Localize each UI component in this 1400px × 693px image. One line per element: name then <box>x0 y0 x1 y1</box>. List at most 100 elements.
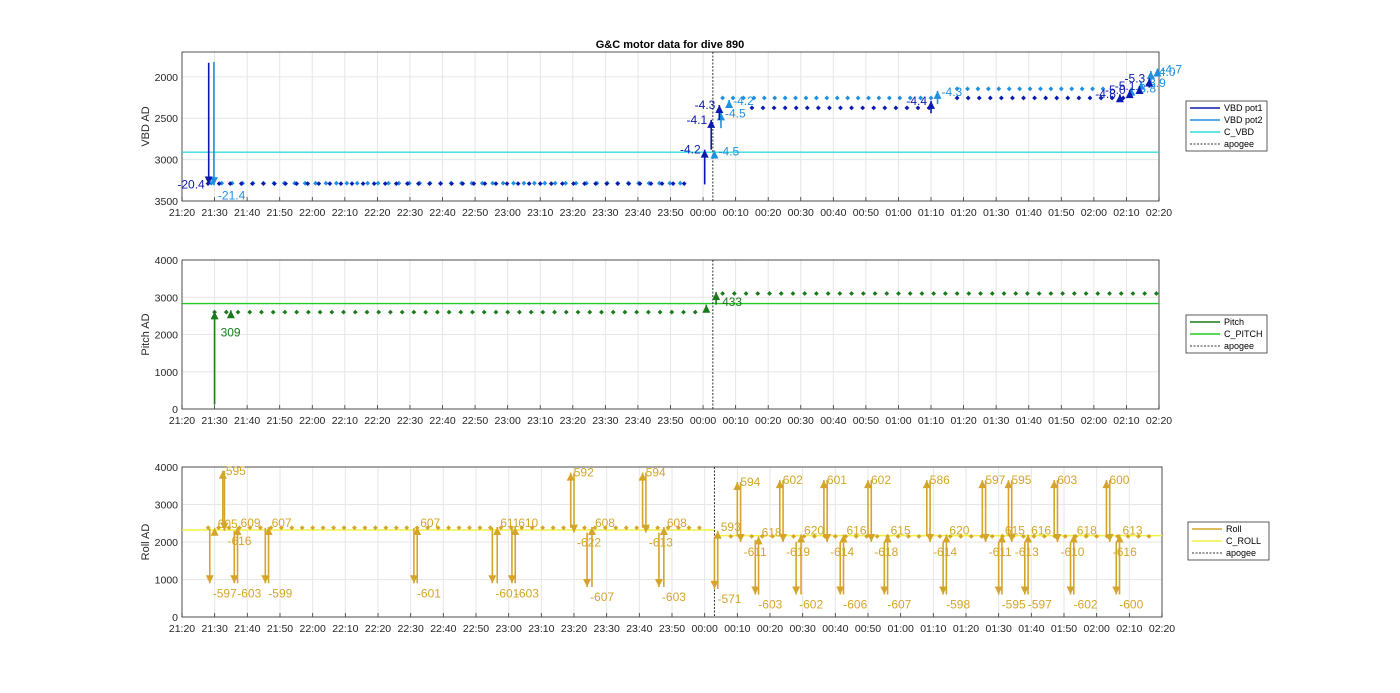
x-tick-label: 02:00 <box>1084 623 1110 635</box>
vbd-pot1-move-head <box>707 119 716 128</box>
x-tick-label: 22:00 <box>299 207 325 219</box>
vbd-pot2-point <box>365 180 371 186</box>
roll-point <box>634 525 640 531</box>
vbd-pot2-move-label: -4.5 <box>725 106 746 120</box>
roll-move-label: 616 <box>1031 524 1051 538</box>
x-tick-label: 21:20 <box>169 623 195 635</box>
roll-move-head <box>710 580 719 589</box>
roll-move-label: 592 <box>574 466 594 480</box>
vbd-pot1-point <box>261 181 266 187</box>
vbd-pot1-point <box>1021 95 1026 101</box>
vbd-pot1-move-head <box>715 104 724 113</box>
x-tick-label: 22:40 <box>429 415 455 427</box>
x-tick-label: 00:20 <box>757 623 783 635</box>
pitch-move-head <box>210 311 219 320</box>
y-axis-label: Roll AD <box>140 524 152 561</box>
vbd-pot1-point <box>305 181 311 187</box>
y-tick-label: 0 <box>172 612 178 624</box>
roll-move-head <box>1050 480 1059 489</box>
x-tick-label: 21:40 <box>234 415 260 427</box>
vbd-pot1-point <box>493 181 499 187</box>
x-tick-label: 00:20 <box>755 415 781 427</box>
roll-move-head <box>754 536 763 545</box>
vbd-pot2-point <box>563 180 569 186</box>
pitch-move-head <box>702 304 711 313</box>
roll-move-head <box>1105 534 1114 542</box>
vbd-pot1-point <box>327 181 333 187</box>
roll-move-head <box>511 527 520 535</box>
roll-move-head <box>883 534 892 543</box>
x-tick-label: 22:20 <box>364 415 390 427</box>
roll-point <box>895 533 901 539</box>
x-tick-label: 00:40 <box>820 207 846 219</box>
vbd-pot1-point <box>404 181 410 187</box>
x-tick-label: 01:50 <box>1048 415 1074 427</box>
roll-move-label: -603 <box>237 586 261 600</box>
roll-move-label: 601 <box>827 473 847 487</box>
roll-point <box>874 533 880 539</box>
vbd-pot2-move-label: -4.3 <box>942 85 963 99</box>
vbd-pot2-point <box>323 180 329 186</box>
vbd-pot2-move-label: -4.7 <box>1161 63 1182 77</box>
roll-move-head <box>1069 534 1078 543</box>
vbd-pot2-point <box>333 180 339 186</box>
roll-panel: 21:20 21:30 21:40 21:50 22:00 22:10 22:20 22:30… <box>140 462 1270 635</box>
roll-point <box>989 533 995 539</box>
x-tick-label: 22:00 <box>300 623 326 635</box>
roll-move-head <box>819 480 828 489</box>
roll-point <box>812 533 817 539</box>
vbd-pot1-move-head <box>700 149 709 158</box>
y-tick-label: 3000 <box>155 292 179 304</box>
legend-entry: Roll <box>1226 524 1242 534</box>
x-tick-label: 02:20 <box>1149 623 1175 635</box>
roll-move-label: 607 <box>420 516 440 530</box>
vbd-pot1-point <box>482 181 488 187</box>
roll-move-label: -610 <box>1060 545 1084 559</box>
vbd-pot1-move-label: -4.8 <box>1095 87 1116 101</box>
roll-move-label: -600 <box>1119 598 1143 612</box>
legend-entry: VBD pot1 <box>1224 103 1263 113</box>
vbd-pot1-point <box>626 181 632 187</box>
x-tick-label: 21:30 <box>201 415 227 427</box>
vbd-pot1-point <box>216 181 222 187</box>
roll-move-head <box>713 530 722 539</box>
x-tick-label: 02:00 <box>1081 415 1107 427</box>
roll-move-label: 600 <box>1109 473 1129 487</box>
roll-point <box>1136 533 1141 539</box>
vbd-pot2-move-head <box>710 150 719 159</box>
roll-move-label: 594 <box>740 475 760 489</box>
x-tick-label: 21:40 <box>234 207 260 219</box>
vbd-pot1-point <box>504 181 510 187</box>
roll-move-label: 611 <box>500 516 519 530</box>
x-tick-label: 22:30 <box>398 623 424 635</box>
roll-move-label: -614 <box>830 545 854 559</box>
roll-point <box>623 525 629 531</box>
vbd-pot1-point <box>349 181 355 187</box>
x-tick-label: 00:10 <box>724 623 750 635</box>
x-tick-label: 01:30 <box>986 623 1012 635</box>
roll-point <box>1094 533 1100 539</box>
x-tick-label: 21:50 <box>267 207 293 219</box>
roll-move-head <box>823 534 832 542</box>
vbd-pot1-point <box>526 181 532 187</box>
roll-move-label: 593 <box>721 520 741 534</box>
vbd-pot2-move-label: -4.2 <box>733 94 754 108</box>
vbd-pot2-move-head <box>1146 71 1155 80</box>
x-tick-label: 22:50 <box>463 623 489 635</box>
roll-move-label: -571 <box>717 592 741 606</box>
x-tick-label: 21:30 <box>201 207 227 219</box>
roll-move-head <box>836 586 845 595</box>
x-tick-label: 02:10 <box>1116 623 1142 635</box>
roll-move-head <box>659 527 668 535</box>
vbd-pot1-move-head <box>1125 90 1134 99</box>
x-tick-label: 23:20 <box>560 207 586 219</box>
vbd-pot1-point <box>338 181 344 187</box>
vbd-pot1-move-label: -4.1 <box>687 113 708 127</box>
roll-move-label: -607 <box>887 598 911 612</box>
roll-point <box>832 533 838 539</box>
roll-move-label: -602 <box>799 598 823 612</box>
legend-entry: VBD pot2 <box>1224 115 1263 125</box>
y-tick-label: 0 <box>172 404 178 416</box>
roll-point <box>916 533 922 539</box>
x-tick-label: 00:40 <box>822 623 848 635</box>
